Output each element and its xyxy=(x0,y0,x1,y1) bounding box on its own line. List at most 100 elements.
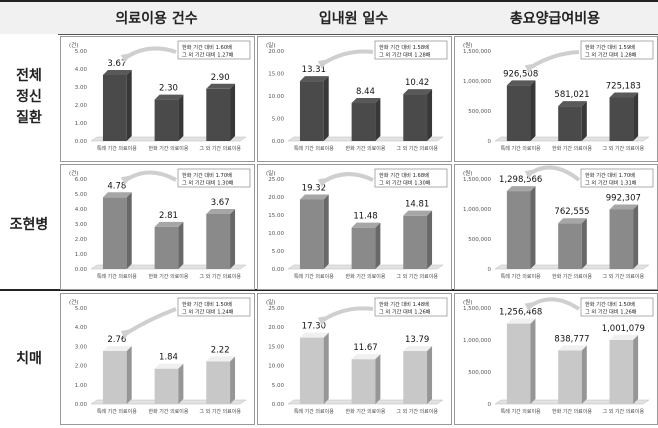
bar-top xyxy=(506,186,536,192)
y-tick-label: 5.00 xyxy=(272,383,285,389)
bar-side xyxy=(178,363,184,404)
row-separator xyxy=(0,289,658,291)
annotation-box xyxy=(374,297,448,317)
bar-side xyxy=(126,69,132,141)
bar xyxy=(609,209,634,269)
chart-panel: (일) 0.00 5.00 10.00 15.00 20.00 25.00 19.32 특례 기… xyxy=(257,164,452,290)
bar xyxy=(558,106,582,141)
bar-side xyxy=(178,221,184,269)
bar-top xyxy=(299,194,329,200)
arrow-head xyxy=(317,315,329,326)
bar-chart: (일) 0.00 5.00 10.00 15.00 20.00 13.31 특례 기간 의료이… xyxy=(266,40,448,152)
bar-chart: (건) 0.00 1.00 2.00 3.00 4.00 5.00 6.00 4.78 특례 기간… xyxy=(69,168,251,280)
data-label: 11.48 xyxy=(353,212,377,222)
bar-chart: (일) 0.00 5.00 10.00 15.00 20.00 25.00 17.30 특례 기… xyxy=(266,297,448,415)
arrow-head xyxy=(317,177,329,188)
bar-side xyxy=(427,89,433,141)
bar-side xyxy=(427,210,433,269)
bar-side xyxy=(427,346,433,404)
bar-top xyxy=(506,318,536,324)
y-tick-label: 2.00 xyxy=(75,364,88,370)
y-tick-label: 0.00 xyxy=(272,139,285,145)
bar-top xyxy=(206,83,236,89)
chart-panel: (일) 0.00 5.00 10.00 15.00 20.00 25.00 17.30 특례 기… xyxy=(257,293,452,425)
row-label-dementia: 치매 xyxy=(0,294,58,425)
y-tick-label: 0.00 xyxy=(272,267,285,273)
bar xyxy=(609,339,634,404)
y-tick-label: 3.00 xyxy=(75,222,88,228)
y-tick-label: 25.00 xyxy=(268,306,284,312)
annotation-text: 한화 기간 대비 1.70배 xyxy=(585,171,635,179)
bar xyxy=(154,226,179,269)
highlight-arrow xyxy=(322,49,374,65)
highlight-arrow xyxy=(322,172,374,184)
bar-top xyxy=(351,354,381,360)
bar xyxy=(206,213,231,269)
bar-side xyxy=(581,345,587,404)
x-tick-label: 한화 기간 의료이용 xyxy=(552,273,592,280)
y-tick-label: 0 xyxy=(488,402,492,408)
data-label: 2.90 xyxy=(211,73,230,83)
y-tick-label: 5.00 xyxy=(75,306,88,312)
y-tick-label: 0.00 xyxy=(75,402,88,408)
highlight-arrow xyxy=(125,307,177,335)
bar-top xyxy=(299,332,329,338)
y-tick-label: 500,000 xyxy=(468,237,491,243)
bar xyxy=(558,350,582,404)
axis-unit-label: (건) xyxy=(69,299,78,306)
y-tick-label: 6.00 xyxy=(75,177,88,183)
x-tick-label: 그 외 기간 의료이용 xyxy=(603,273,645,280)
bar-side xyxy=(375,98,381,141)
data-label: 2.30 xyxy=(159,84,178,94)
x-tick-label: 특례 기간 의료이용 xyxy=(97,145,137,152)
row-label-mental: 전체 정신 질환 xyxy=(0,34,58,160)
arrow-head xyxy=(317,59,329,70)
annotation-text: 그 외 기간 대비 1.27배 xyxy=(182,51,234,59)
x-tick-label: 한화 기간 의료이용 xyxy=(346,408,386,415)
x-tick-label: 그 외 기간 의료이용 xyxy=(603,145,645,152)
axis-unit-label: (원) xyxy=(463,41,472,49)
data-label: 4.78 xyxy=(107,181,126,191)
bar-side xyxy=(230,83,236,141)
annotation-text: 한화 기간 대비 1.58배 xyxy=(379,43,429,51)
axis-unit-label: (일) xyxy=(266,41,275,49)
y-tick-label: 10.00 xyxy=(268,94,284,100)
bar xyxy=(299,199,324,269)
y-tick-label: 15.00 xyxy=(268,72,284,78)
chart-panel: (건) 0.00 1.00 2.00 3.00 4.00 5.00 6.00 4.78 특례 기간… xyxy=(60,164,255,290)
y-tick-label: 500,000 xyxy=(468,370,491,376)
axis-unit-label: (원) xyxy=(463,298,472,306)
x-tick-label: 그 외 기간 의료이용 xyxy=(603,408,645,415)
chart-panel: (원) 0 500,000 1,000,000 1,500,000 1,298,566 특례… xyxy=(454,164,658,290)
axis-unit-label: (일) xyxy=(266,298,275,306)
y-tick-label: 1.00 xyxy=(75,121,88,127)
annotation-text: 한화 기간 대비 1.50배 xyxy=(182,300,232,308)
y-tick-label: 4.00 xyxy=(75,325,88,331)
y-tick-label: 1.00 xyxy=(75,383,88,389)
annotation-box xyxy=(580,40,654,60)
y-tick-label: 1,000,000 xyxy=(463,338,491,344)
y-tick-label: 20.00 xyxy=(268,49,284,55)
data-label: 992,307 xyxy=(606,193,641,203)
bar-top xyxy=(403,210,433,216)
data-label: 3.67 xyxy=(211,198,230,208)
data-label: 2.22 xyxy=(211,345,230,355)
x-tick-label: 그 외 기간 의료이용 xyxy=(199,145,241,152)
x-tick-label: 한화 기간 의료이용 xyxy=(346,273,386,280)
axis-unit-label: (원) xyxy=(463,169,472,177)
bar-side xyxy=(323,76,329,141)
y-tick-label: 25.00 xyxy=(268,177,284,183)
annotation-box xyxy=(374,40,448,60)
bar-side xyxy=(633,92,639,141)
y-tick-label: 20.00 xyxy=(268,325,284,331)
y-tick-label: 1.00 xyxy=(75,252,88,258)
bar-top xyxy=(299,76,329,82)
axis-unit-label: (건) xyxy=(69,170,78,177)
highlight-arrow xyxy=(529,165,581,182)
data-label: 1,256,468 xyxy=(499,308,542,318)
bar-top xyxy=(506,80,536,86)
bar-top xyxy=(403,89,433,95)
arrow-head xyxy=(120,52,132,63)
x-tick-label: 특례 기간 의료이용 xyxy=(501,273,541,280)
highlight-arrow xyxy=(125,170,177,182)
